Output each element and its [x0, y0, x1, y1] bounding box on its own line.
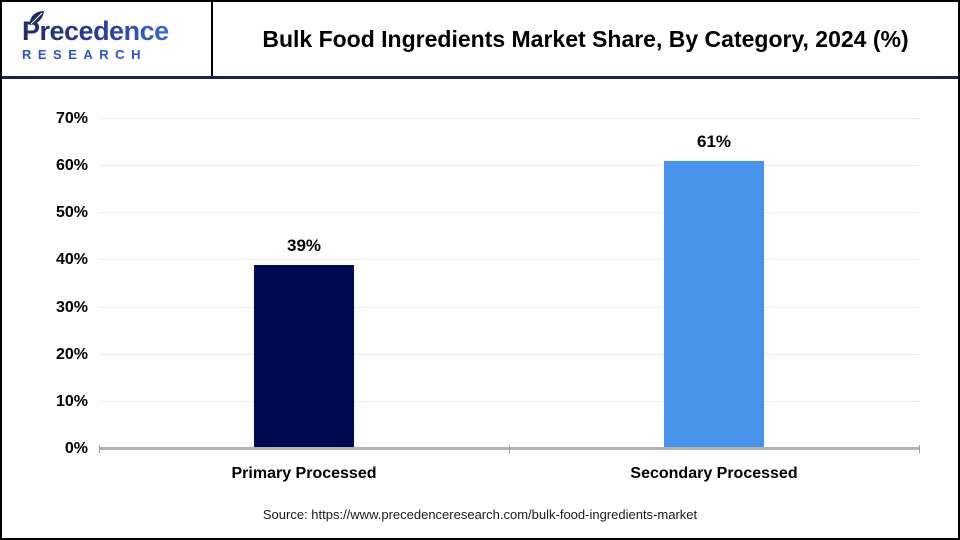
gridline-30 [99, 306, 919, 308]
gridline-20 [99, 353, 919, 355]
bar-primary-processed [254, 265, 354, 449]
x-axis-labels: Primary Processed Secondary Processed [99, 465, 919, 489]
bar-secondary-processed [664, 161, 764, 449]
leaf-icon [29, 10, 45, 31]
value-label-secondary-processed: 61% [696, 132, 732, 152]
brand-subtitle: RESEARCH [22, 47, 147, 62]
y-tick-label-40: 40% [55, 251, 88, 269]
axis-tick-2 [919, 445, 920, 453]
brand-name: Precedence [22, 16, 211, 46]
y-tick-label-60: 60% [55, 157, 88, 175]
value-label-primary-processed: 39% [286, 236, 322, 256]
y-axis-labels: 0% 10% 20% 30% 40% 50% 60% 70% [2, 110, 88, 457]
axis-tick-1 [509, 445, 510, 453]
source-attribution: Source: https://www.precedenceresearch.c… [262, 507, 698, 522]
y-tick-label-0: 0% [64, 440, 88, 457]
y-tick-label-10: 10% [55, 392, 88, 410]
y-tick-label-20: 20% [55, 345, 88, 363]
gridline-50 [99, 212, 919, 214]
category-label-secondary-processed: Secondary Processed [630, 465, 798, 482]
gridline-70 [99, 118, 919, 119]
y-tick-label-30: 30% [55, 298, 88, 316]
category-label-primary-processed: Primary Processed [231, 465, 377, 482]
gridline-40 [99, 259, 919, 261]
y-tick-label-50: 50% [55, 204, 88, 222]
y-tick-label-70: 70% [55, 110, 88, 127]
chart-area: 0% 10% 20% 30% 40% 50% 60% 70% 39% 61% Primary P… [2, 79, 958, 535]
gridline-60 [99, 165, 919, 167]
chart-title: Bulk Food Ingredients Market Share, By C… [262, 25, 909, 52]
title-cell: Bulk Food Ingredients Market Share, By C… [213, 2, 958, 76]
gridline-10 [99, 400, 919, 402]
plot-area: 39% 61% [99, 118, 920, 453]
header: Precedence RESEARCH Bulk Food Ingredient… [2, 2, 958, 79]
brand-logo: Precedence RESEARCH [2, 2, 213, 76]
axis-tick-0 [99, 445, 100, 453]
